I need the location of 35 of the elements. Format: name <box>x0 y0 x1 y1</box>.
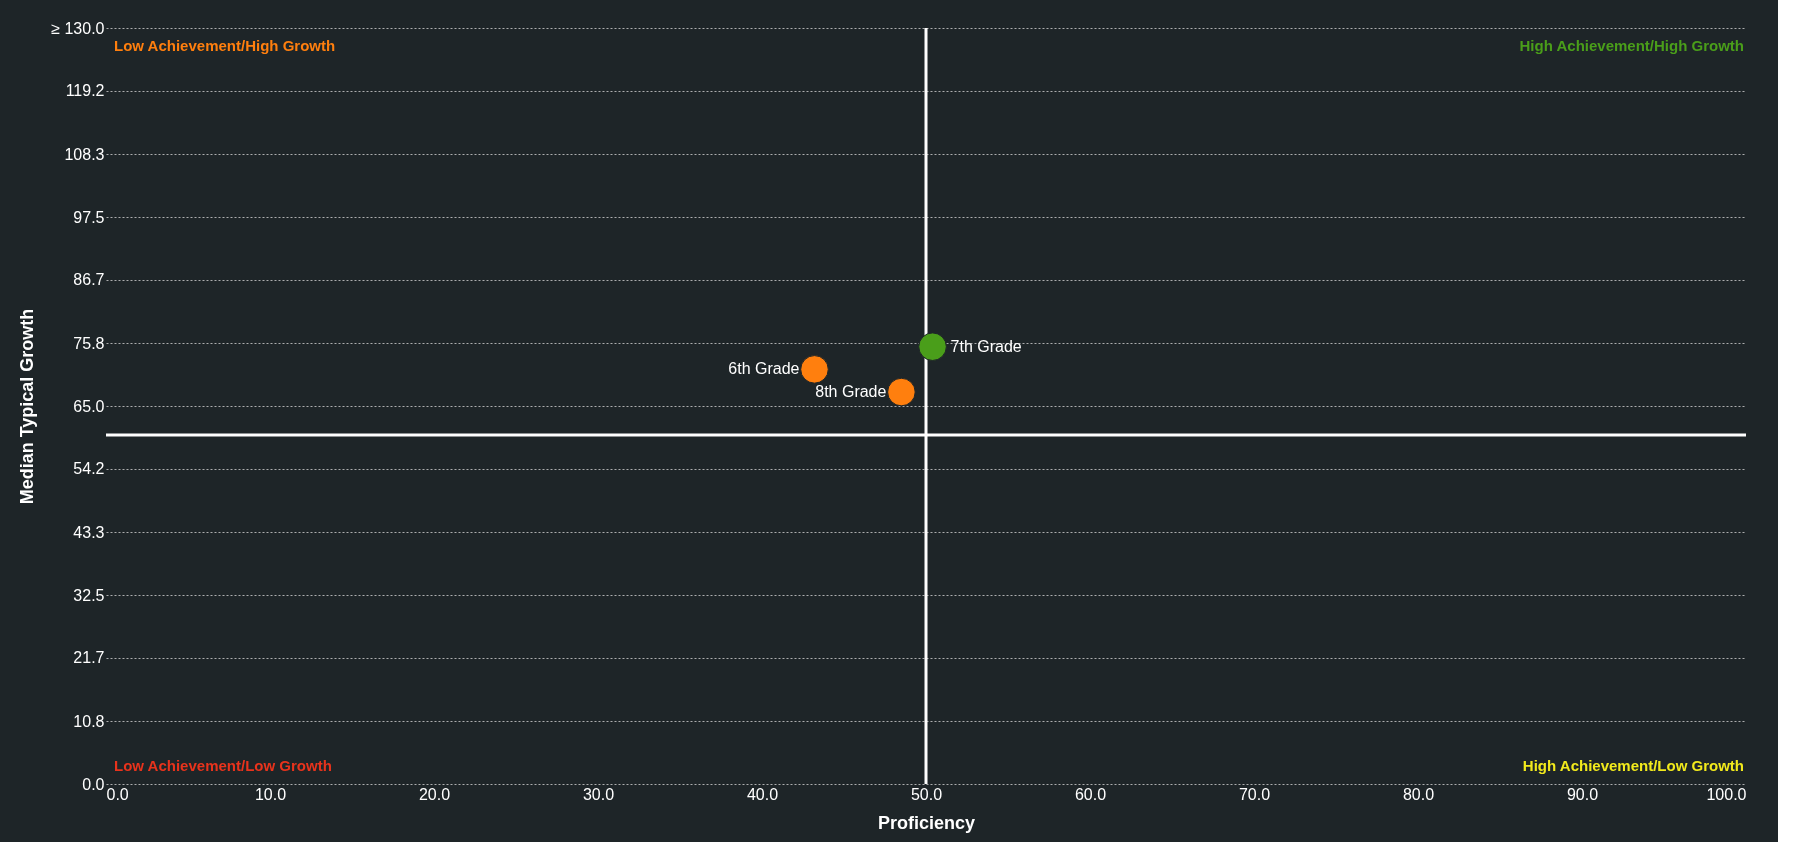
x-tick-label: 10.0 <box>254 785 287 803</box>
y-tick-label: 97.5 <box>73 208 105 226</box>
y-axis-title: Median Typical Growth <box>17 308 38 505</box>
y-tick-label: 65.0 <box>73 397 105 415</box>
y-tick-label: 10.8 <box>73 712 105 730</box>
annotation: High Achievement/High Growth <box>1519 37 1744 54</box>
x-tick-label: 50.0 <box>910 785 943 803</box>
series-label: 8th Grade <box>815 383 887 401</box>
x-tick-label: 80.0 <box>1402 785 1435 803</box>
annotation: Low Achievement/High Growth <box>114 37 336 54</box>
y-tick-label: 43.3 <box>73 523 105 541</box>
y-tick-label: 54.2 <box>73 460 105 478</box>
point <box>887 377 916 407</box>
point <box>800 355 829 384</box>
x-tick-label: 70.0 <box>1238 785 1271 803</box>
x-tick-label: 100.0 <box>1706 785 1747 803</box>
y-tick-label: 21.7 <box>73 649 105 667</box>
series-label: 6th Grade <box>728 360 800 378</box>
annotation: Low Achievement/Low Growth <box>114 757 332 774</box>
x-tick-label: 90.0 <box>1566 785 1599 803</box>
x-axis-title: Proficiency <box>877 812 976 833</box>
point <box>918 332 947 361</box>
x-tick-label: 20.0 <box>418 785 451 803</box>
y-tick-label: ≥ 130.0 <box>51 19 105 37</box>
y-tick-label: 86.7 <box>73 271 105 289</box>
y-tick-label: 108.3 <box>64 145 105 163</box>
y-tick-label: 119.2 <box>65 82 105 100</box>
x-tick-label: 40.0 <box>746 785 779 803</box>
x-tick-label: 60.0 <box>1074 785 1107 803</box>
x-tick-label: 0.0 <box>106 785 129 803</box>
y-tick-label: 32.5 <box>73 586 105 604</box>
series-label: 7th Grade <box>950 337 1022 355</box>
y-tick-label: 75.8 <box>73 334 105 352</box>
annotation: High Achievement/Low Growth <box>1522 757 1744 774</box>
x-tick-label: 30.0 <box>582 785 615 803</box>
